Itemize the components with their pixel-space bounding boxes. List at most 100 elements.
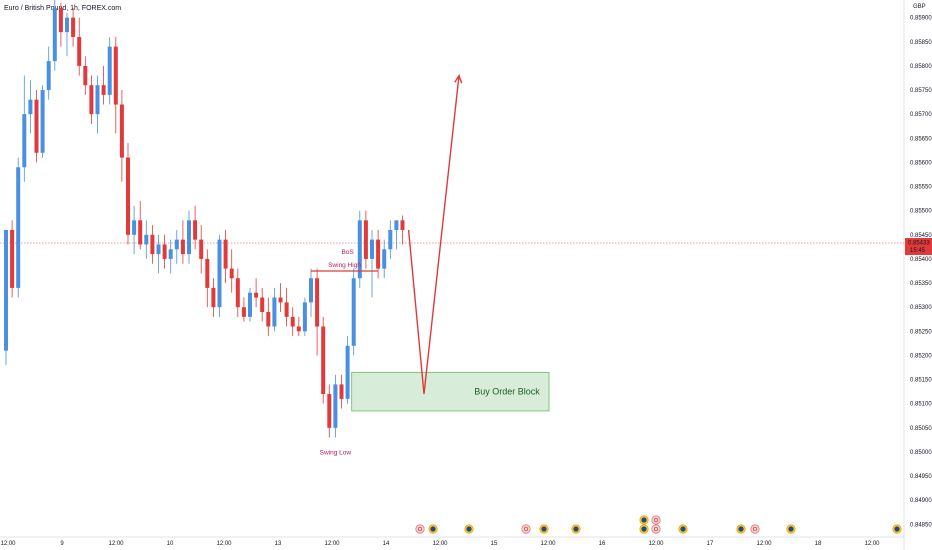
price-tick-label: 0.85600 (910, 160, 932, 166)
candle-body (199, 239, 204, 259)
candle-body (58, 8, 63, 33)
price-tick-label: 0.85750 (910, 88, 932, 94)
candle (315, 268, 320, 356)
candle (144, 220, 149, 259)
candle (132, 205, 137, 255)
candle (241, 297, 246, 322)
event-dot-icon[interactable] (678, 524, 688, 534)
candle-body (266, 312, 271, 327)
event-dot-icon[interactable] (639, 515, 649, 525)
time-tick-label: 13 (275, 541, 282, 547)
candle (193, 205, 198, 250)
event-flag-icon[interactable] (521, 524, 531, 534)
candle-body (248, 292, 252, 317)
event-flag-icon[interactable] (651, 515, 661, 525)
event-dot-icon[interactable] (428, 524, 438, 534)
time-tick-label: 10 (167, 541, 174, 547)
candle-body (144, 234, 149, 245)
time-tick-label: 12:00 (0, 541, 16, 547)
swing-high-label: Swing High (328, 262, 361, 269)
candle (296, 316, 301, 337)
event-dot-icon[interactable] (571, 524, 581, 534)
candle (46, 46, 51, 100)
candle-body (71, 17, 76, 37)
event-flag-icon[interactable] (415, 524, 425, 534)
candle (229, 249, 234, 293)
candle (156, 234, 161, 274)
candle (205, 249, 210, 308)
price-tick-label: 0.85250 (910, 329, 932, 335)
candle (260, 287, 265, 322)
order-block: Buy Order Block (351, 371, 550, 412)
candle-body (345, 345, 350, 399)
candle (168, 239, 173, 274)
candle (101, 65, 106, 105)
price-tick-label: 0.85500 (910, 209, 932, 215)
candle (363, 210, 368, 269)
candle-body (400, 220, 405, 230)
candle-body (101, 85, 106, 95)
time-tick-label: 16 (599, 541, 606, 547)
candle-body (272, 297, 277, 327)
candle-body (382, 249, 387, 269)
candle (138, 201, 143, 250)
candle (223, 229, 228, 284)
event-dot-icon[interactable] (464, 524, 474, 534)
candle (150, 225, 155, 264)
candle-body (211, 287, 216, 308)
event-dot-icon[interactable] (786, 524, 796, 534)
candle (327, 384, 332, 438)
candle-body (333, 384, 338, 428)
event-dot-icon[interactable] (736, 524, 746, 534)
candle (333, 374, 338, 438)
event-dot-icon[interactable] (892, 524, 902, 534)
candle (382, 239, 387, 279)
candle (351, 268, 356, 356)
candle (126, 143, 130, 245)
candle-body (315, 278, 320, 327)
price-tick-label: 0.85300 (910, 305, 932, 311)
event-flag-icon[interactable] (750, 524, 760, 534)
candle-body (302, 302, 307, 332)
candle-body (339, 384, 344, 399)
candle-body (77, 36, 82, 66)
candle (339, 374, 344, 409)
candle (302, 297, 307, 337)
candle (174, 229, 179, 264)
candle (248, 287, 252, 322)
candle (22, 75, 27, 182)
candle (211, 278, 216, 317)
candle-body (217, 239, 222, 308)
time-tick-label: 12:00 (324, 541, 340, 547)
candle-body (126, 157, 130, 235)
candle (113, 36, 118, 134)
time-tick-label: 12:00 (864, 541, 880, 547)
candle (52, 0, 57, 71)
price-tick-label: 0.85000 (910, 450, 932, 456)
candle-body (156, 244, 161, 255)
candle-body (296, 326, 301, 332)
candle-body (193, 220, 198, 240)
candles (4, 0, 405, 438)
candle-body (52, 8, 57, 62)
annotations: BoS Swing High Swing Low (311, 73, 463, 456)
order-block-label: Buy Order Block (474, 387, 540, 397)
candle-body (168, 249, 173, 259)
candle-body (22, 114, 27, 168)
candle-body (138, 220, 143, 245)
candle (65, 12, 69, 57)
time-tick-label: 18 (815, 541, 822, 547)
candle-body (357, 220, 362, 279)
candle-body (254, 292, 259, 298)
event-dot-icon[interactable] (539, 524, 549, 534)
projection-path (407, 75, 460, 395)
event-dot-icon[interactable] (639, 524, 649, 534)
bos-label: BoS (341, 249, 354, 256)
candle-body (290, 316, 295, 327)
candle (180, 220, 185, 264)
candle (309, 268, 313, 317)
order-block-zone (351, 371, 550, 412)
candle-body (89, 85, 94, 115)
event-flag-icon[interactable] (651, 524, 661, 534)
